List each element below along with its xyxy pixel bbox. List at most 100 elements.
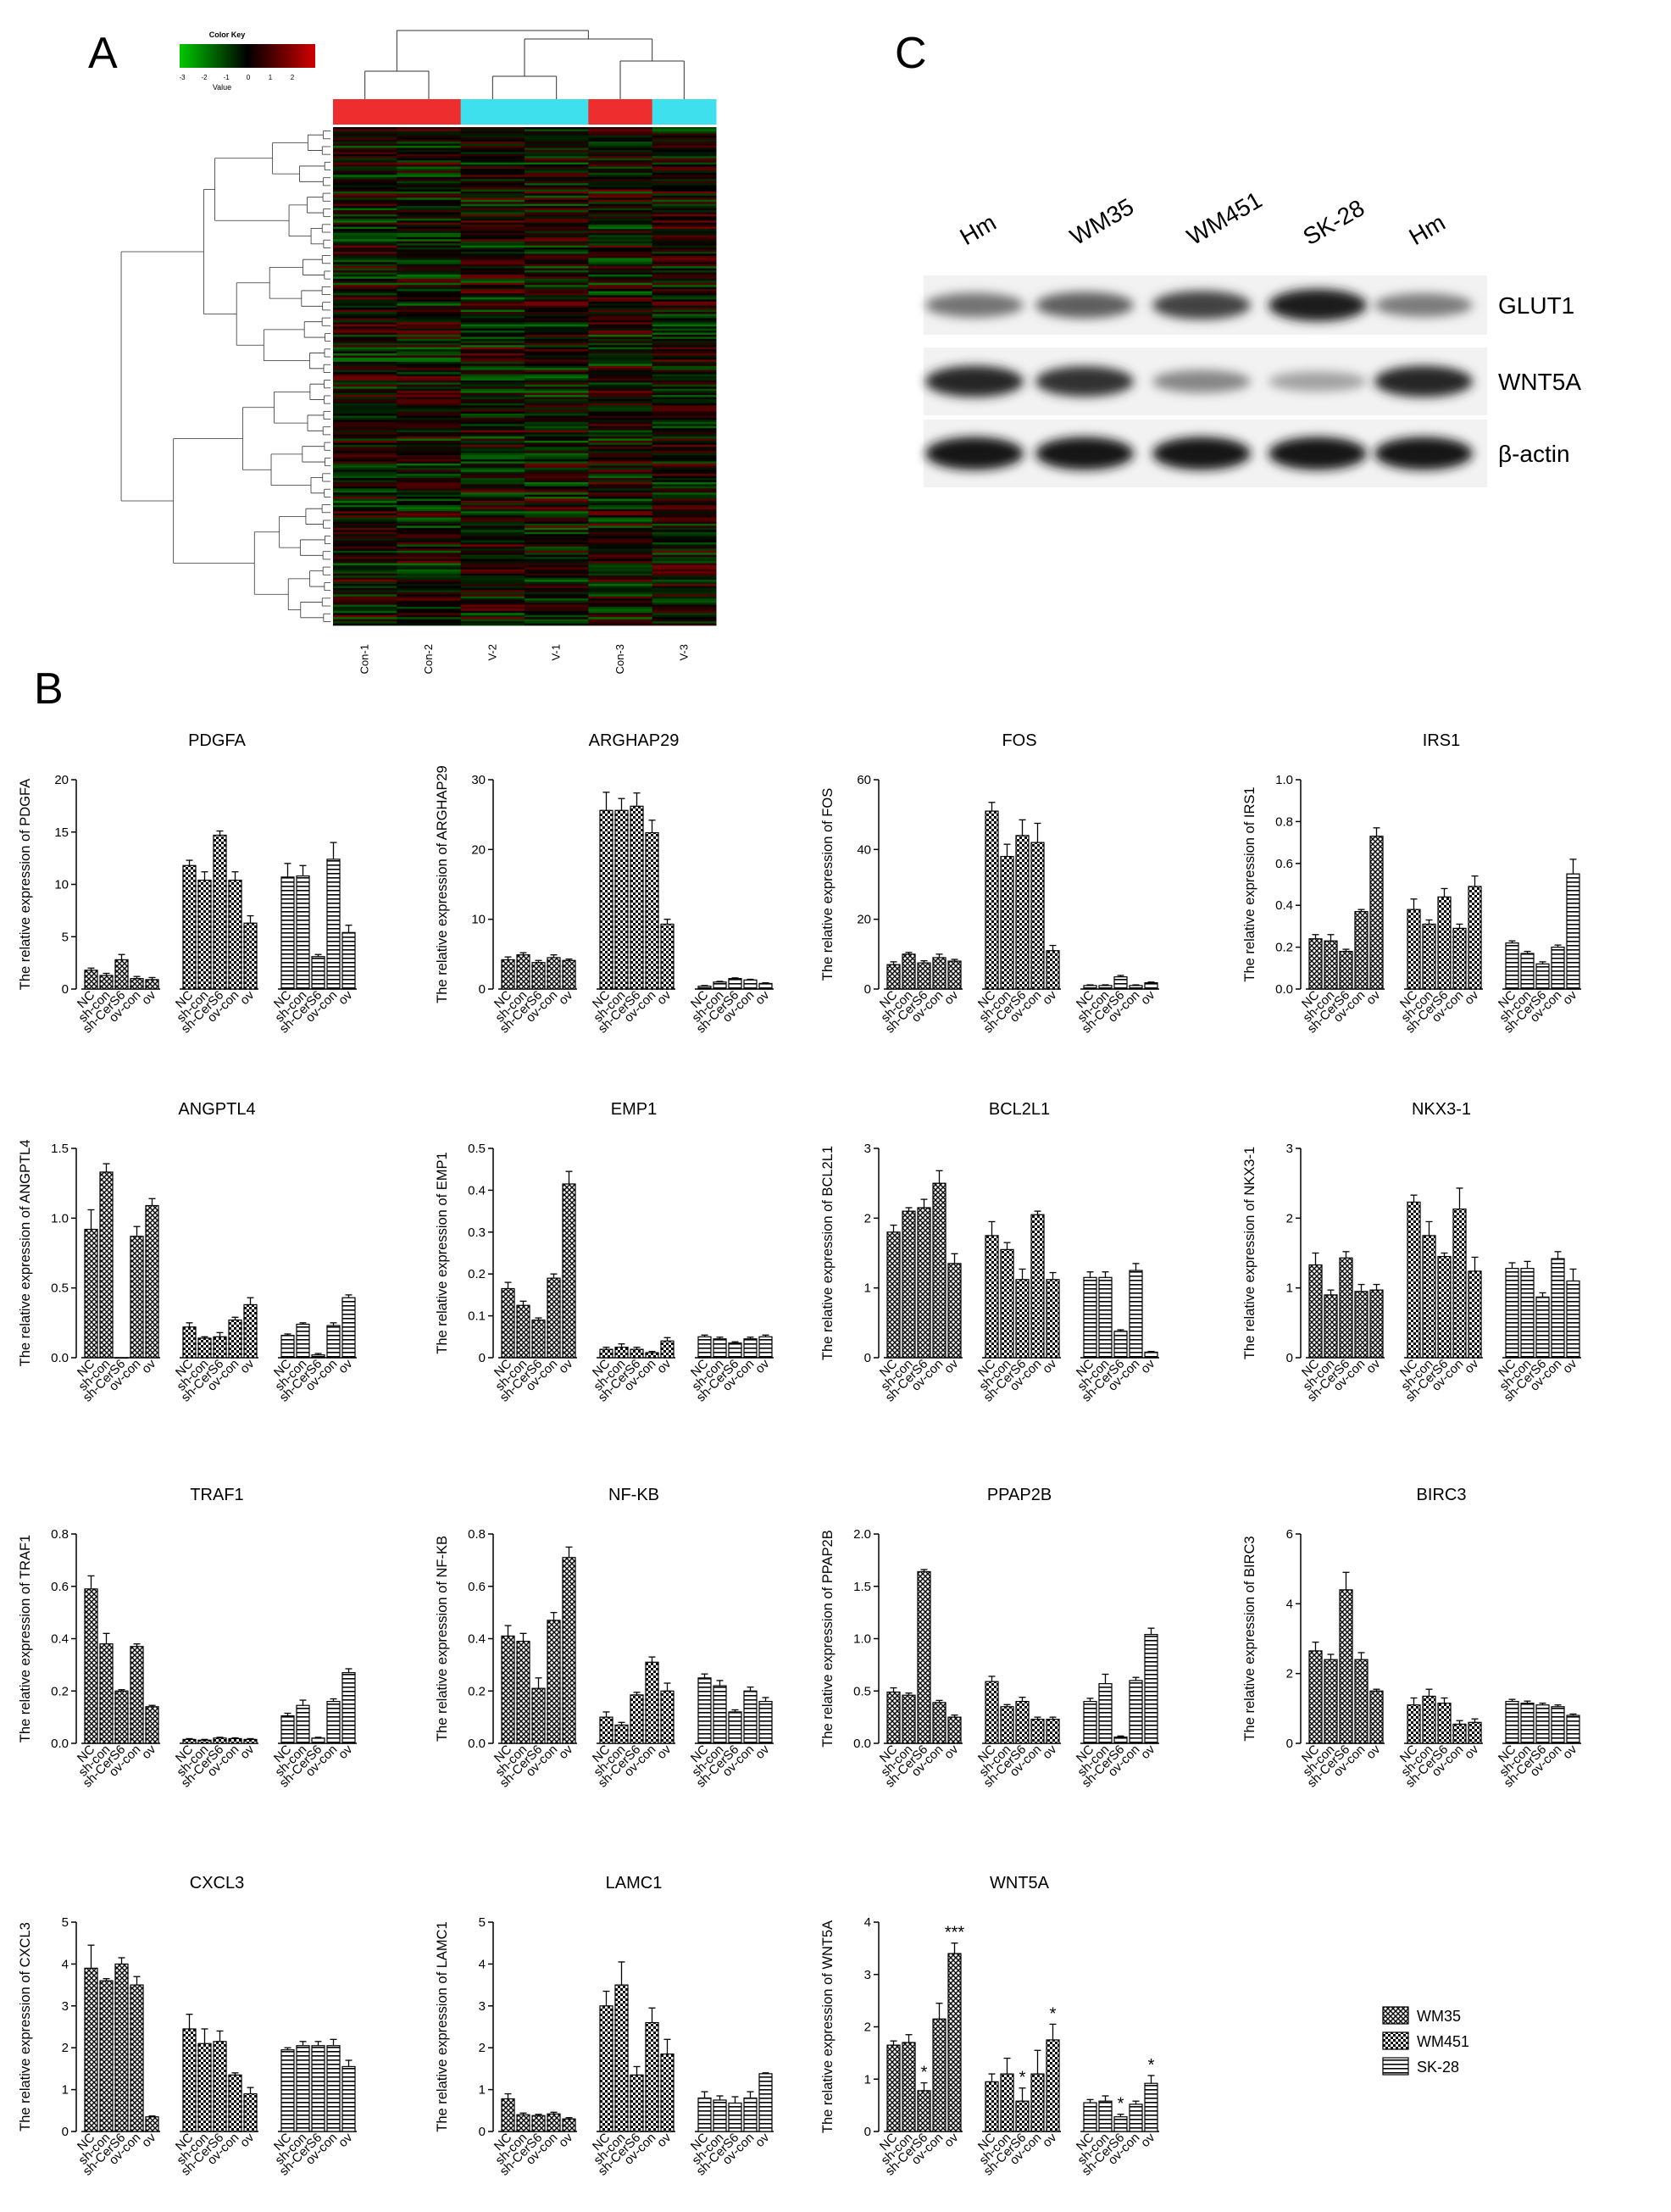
- heatmap-cell: [652, 457, 717, 460]
- heatmap-cell: [588, 349, 653, 352]
- heatmap-cell: [588, 135, 653, 138]
- heatmap-cell: [333, 586, 397, 589]
- heatmap-cell: [397, 490, 462, 493]
- heatmap-cell: [397, 191, 462, 194]
- heatmap-cell: [397, 409, 462, 412]
- heatmap-cell: [460, 253, 525, 257]
- heatmap-cell: [525, 527, 589, 531]
- bar: [713, 1338, 727, 1359]
- heatmap-cell: [525, 338, 589, 342]
- heatmap-cell: [460, 432, 525, 435]
- heatmap-cell: [397, 229, 462, 231]
- heatmap-cell: [460, 309, 525, 313]
- heatmap-cell: [652, 258, 717, 261]
- heatmap-cell: [525, 255, 589, 258]
- y-tick-label: 0: [479, 2125, 486, 2139]
- heatmap-cell: [333, 461, 397, 464]
- heatmap-cell: [460, 312, 525, 314]
- heatmap-cell: [652, 561, 717, 564]
- heatmap-cell: [588, 504, 653, 508]
- heatmap-cell: [333, 374, 397, 377]
- heatmap-cell: [397, 336, 462, 340]
- heatmap-column-label: V-3: [677, 644, 690, 661]
- heatmap-cell: [333, 156, 397, 159]
- x-tick-label: ov: [1363, 987, 1384, 1008]
- heatmap-cell: [525, 621, 589, 624]
- heatmap-cell: [397, 365, 462, 369]
- heatmap-cell: [460, 212, 525, 215]
- heatmap-cell: [525, 232, 589, 236]
- heatmap-cell: [652, 515, 717, 518]
- heatmap-cell: [525, 515, 589, 518]
- heatmap-cell: [652, 481, 717, 485]
- heatmap-cell: [525, 501, 589, 503]
- heatmap-cell: [333, 335, 397, 337]
- heatmap-cell: [397, 142, 462, 144]
- heatmap-cell: [525, 509, 589, 512]
- heatmap-cell: [333, 276, 397, 280]
- y-tick-label: 2: [479, 2041, 486, 2055]
- heatmap-cell: [333, 355, 397, 358]
- heatmap-cell: [652, 424, 717, 427]
- heatmap-cell: [652, 567, 717, 570]
- heatmap-cell: [333, 515, 397, 518]
- heatmap-cell: [525, 241, 589, 244]
- blot-band: [1269, 371, 1367, 392]
- heatmap-cell: [397, 164, 462, 167]
- heatmap-cell: [588, 515, 653, 518]
- heatmap-cell: [588, 152, 653, 155]
- bar: [1046, 1279, 1060, 1359]
- heatmap-cell: [460, 172, 525, 175]
- heatmap-cell: [333, 135, 397, 138]
- heatmap-cell: [397, 567, 462, 570]
- heatmap-cell: [652, 212, 717, 215]
- heatmap-cell: [460, 231, 525, 234]
- heatmap-cell: [588, 567, 653, 570]
- heatmap-cell: [460, 384, 525, 387]
- heatmap-cell: [460, 268, 525, 271]
- heatmap-cell: [333, 550, 397, 553]
- y-tick-label: 60: [857, 773, 871, 787]
- heatmap-cell: [588, 507, 653, 510]
- heatmap-cell: [397, 162, 462, 165]
- bar: [280, 1715, 295, 1744]
- heatmap-cell: [397, 262, 462, 264]
- heatmap-cell: [525, 596, 589, 599]
- heatmap-cell: [588, 559, 653, 562]
- heatmap-cell: [397, 326, 462, 329]
- heatmap-cell: [588, 617, 653, 620]
- x-tick-label: ov: [1560, 1356, 1580, 1376]
- heatmap-cell: [588, 592, 653, 595]
- heatmap-cell: [525, 318, 589, 321]
- heatmap-cell: [588, 415, 653, 419]
- heatmap-cell: [333, 492, 397, 495]
- bar: [645, 831, 659, 990]
- heatmap-cell: [333, 378, 397, 381]
- heatmap-cell: [397, 480, 462, 483]
- heatmap-cell: [333, 222, 397, 225]
- heatmap-cell: [588, 374, 653, 377]
- y-tick-label: 0.2: [51, 1684, 69, 1698]
- heatmap-cell: [525, 436, 589, 439]
- heatmap-cell: [525, 503, 589, 506]
- heatmap-cells: [333, 127, 717, 626]
- heatmap-cell: [397, 357, 462, 360]
- heatmap-cell: [397, 347, 462, 350]
- heatmap-cell: [333, 185, 397, 188]
- bar: [501, 1287, 515, 1359]
- bar: [130, 1646, 144, 1744]
- heatmap-cell: [652, 274, 717, 277]
- heatmap-cell: [460, 430, 525, 433]
- heatmap-cell: [460, 270, 525, 273]
- heatmap-cell: [588, 447, 653, 450]
- heatmap-cell: [525, 202, 589, 204]
- y-tick-label: 0: [62, 982, 69, 997]
- bar: [599, 1716, 613, 1744]
- heatmap-cell: [525, 225, 589, 227]
- heatmap-cell: [333, 258, 397, 261]
- heatmap-cell: [460, 606, 525, 609]
- heatmap-cell: [460, 286, 525, 290]
- heatmap-cell: [397, 274, 462, 277]
- heatmap-cell: [588, 480, 653, 483]
- heatmap-cell: [397, 293, 462, 296]
